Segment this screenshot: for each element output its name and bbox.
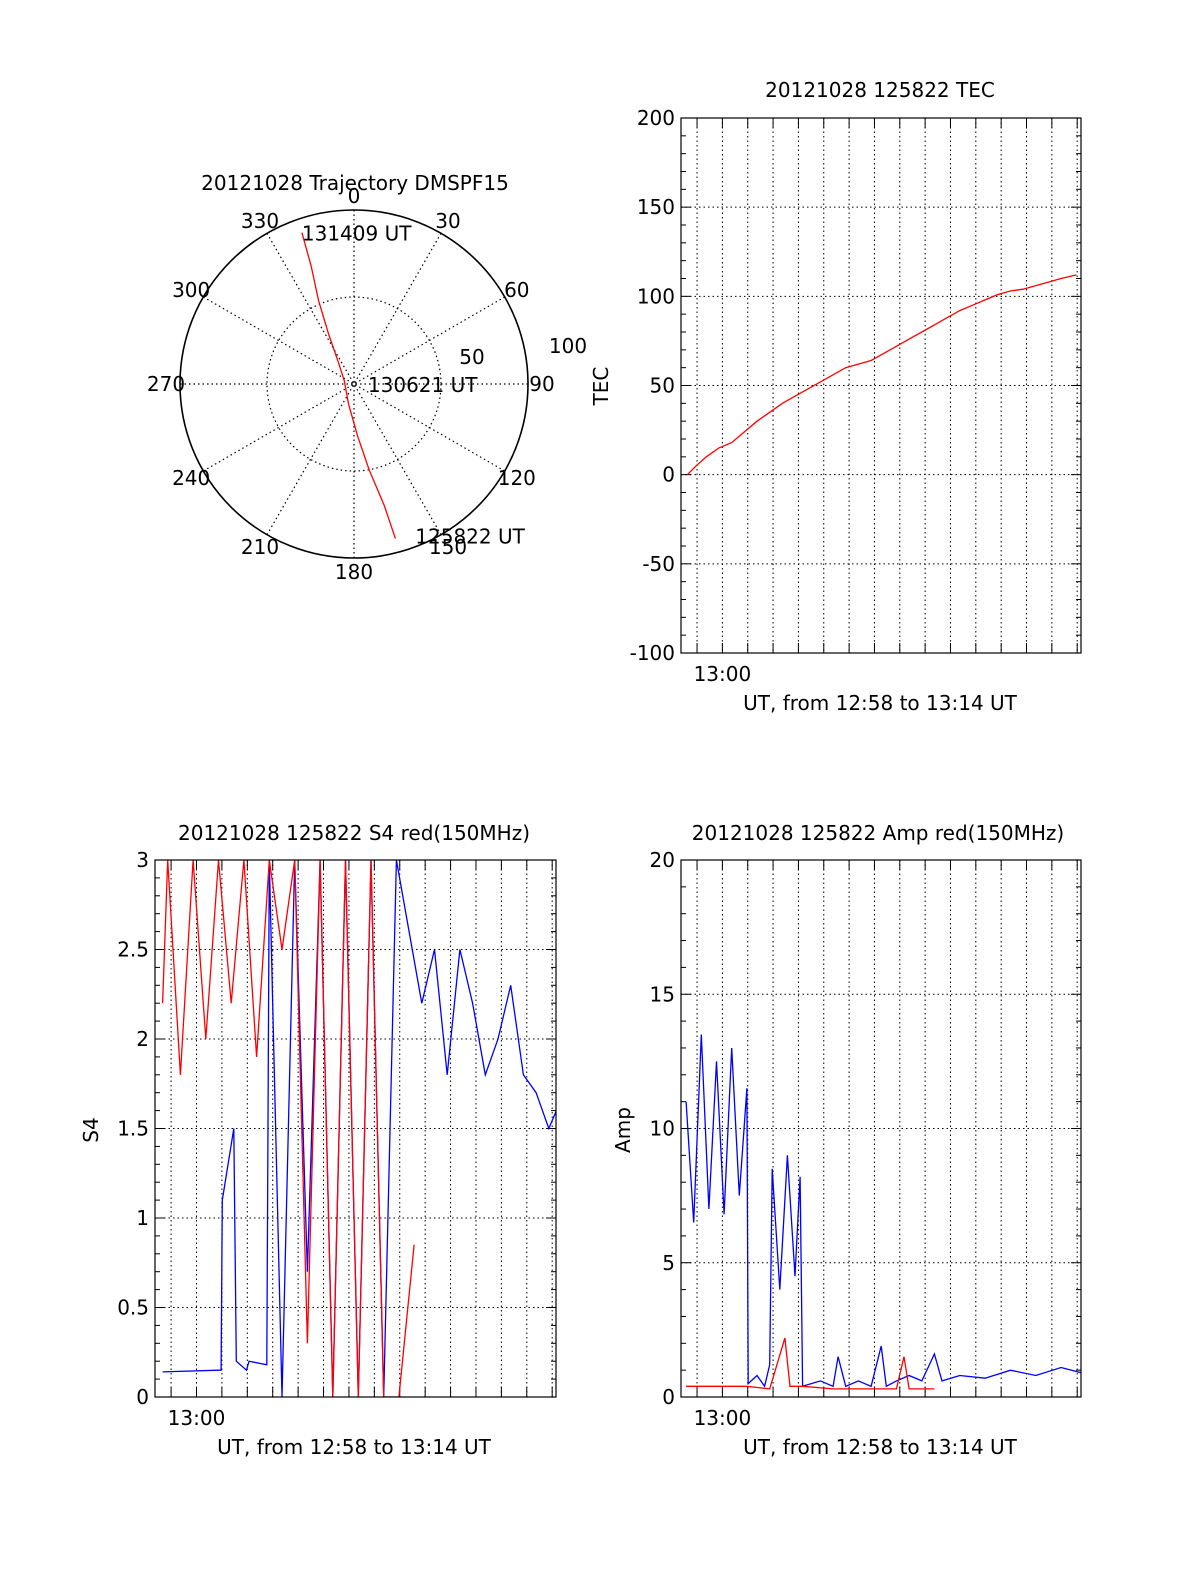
radial-label-100: 100 bbox=[549, 334, 587, 358]
azimuth-label-300: 300 bbox=[172, 278, 210, 302]
tec-panel: 20121028 125822 TEC TEC UT, from 12:58 t… bbox=[589, 78, 1082, 715]
y-tick-label: 50 bbox=[650, 374, 675, 398]
x-tick-label: 13:00 bbox=[168, 1406, 226, 1430]
amp-title: 20121028 125822 Amp red(150MHz) bbox=[692, 821, 1064, 845]
plot-grid bbox=[681, 859, 1081, 1398]
azimuth-label-150: 150 bbox=[429, 535, 467, 559]
polar-labels: 0 30 60 90 120 150 180 210 240 270 300 330 50 100 1314… bbox=[147, 184, 587, 584]
series-line bbox=[685, 1034, 1081, 1388]
amp-ylabel: Amp bbox=[611, 1107, 635, 1153]
polar-grid bbox=[179, 209, 529, 559]
y-tick-label: 0 bbox=[662, 1385, 675, 1409]
plot-frame bbox=[154, 859, 557, 1398]
trajectory-time-label: 130621 UT bbox=[368, 373, 478, 397]
azimuth-label-180: 180 bbox=[335, 560, 373, 584]
y-tick-label: -100 bbox=[630, 641, 675, 665]
tec-ylabel: TEC bbox=[589, 367, 613, 407]
plot-grid bbox=[681, 117, 1081, 654]
y-tick-label: 20 bbox=[650, 848, 675, 872]
s4-xlabel: UT, from 12:58 to 13:14 UT bbox=[217, 1435, 492, 1459]
azimuth-label-90: 90 bbox=[529, 372, 554, 396]
azimuth-label-120: 120 bbox=[498, 466, 536, 490]
y-tick-label: 5 bbox=[662, 1251, 675, 1275]
y-tick-label: 200 bbox=[637, 106, 675, 130]
plot-frame bbox=[680, 859, 1082, 1398]
series-line bbox=[162, 860, 556, 1397]
amp-panel: 20121028 125822 Amp red(150MHz) Amp UT, … bbox=[611, 821, 1082, 1459]
azimuth-label-0: 0 bbox=[348, 184, 361, 208]
y-tick-label: 15 bbox=[650, 982, 675, 1006]
trajectory-polar-panel: 20121028 Trajectory DMSPF15 0 30 60 90 120 15… bbox=[147, 171, 587, 584]
tec-title: 20121028 125822 TEC bbox=[765, 78, 995, 102]
series-line bbox=[686, 274, 1077, 476]
y-tick-label: 150 bbox=[637, 195, 675, 219]
plot-grid bbox=[155, 859, 556, 1398]
y-tick-label: 2 bbox=[136, 1027, 149, 1051]
azimuth-label-60: 60 bbox=[504, 278, 529, 302]
plot-frame bbox=[680, 117, 1082, 654]
y-tick-label: 0 bbox=[662, 463, 675, 487]
x-tick-label: 13:00 bbox=[694, 1406, 752, 1430]
trajectory-line bbox=[301, 232, 397, 539]
series-line bbox=[686, 1337, 935, 1390]
y-tick-label: 100 bbox=[637, 284, 675, 308]
series-line bbox=[161, 860, 415, 1397]
polar-series bbox=[301, 232, 397, 539]
y-tick-label: -50 bbox=[642, 552, 675, 576]
plot-series-group bbox=[686, 274, 1077, 476]
trajectory-time-label: 131409 UT bbox=[302, 222, 412, 246]
azimuth-label-330: 330 bbox=[241, 209, 279, 233]
y-tick-label: 2.5 bbox=[117, 938, 149, 962]
y-tick-label: 1 bbox=[136, 1206, 149, 1230]
azimuth-label-210: 210 bbox=[241, 535, 279, 559]
radial-label-50: 50 bbox=[459, 345, 484, 369]
y-tick-label: 1.5 bbox=[117, 1117, 149, 1141]
y-tick-label: 0 bbox=[136, 1385, 149, 1409]
azimuth-label-240: 240 bbox=[172, 466, 210, 490]
plot-series-group bbox=[161, 860, 556, 1397]
s4-title: 20121028 125822 S4 red(150MHz) bbox=[178, 821, 530, 845]
tec-xlabel: UT, from 12:58 to 13:14 UT bbox=[743, 691, 1018, 715]
x-tick-label: 13:00 bbox=[694, 662, 752, 686]
y-tick-label: 3 bbox=[136, 848, 149, 872]
s4-panel: 20121028 125822 S4 red(150MHz) S4 UT, fr… bbox=[79, 821, 557, 1459]
y-tick-label: 0.5 bbox=[117, 1296, 149, 1320]
plot-series-group bbox=[685, 1034, 1081, 1390]
azimuth-label-270: 270 bbox=[147, 372, 185, 396]
azimuth-label-30: 30 bbox=[435, 209, 460, 233]
amp-xlabel: UT, from 12:58 to 13:14 UT bbox=[743, 1435, 1018, 1459]
polar-title: 20121028 Trajectory DMSPF15 bbox=[201, 171, 509, 195]
trajectory-time-label: 125822 UT bbox=[415, 525, 525, 549]
s4-ylabel: S4 bbox=[79, 1117, 103, 1142]
y-tick-label: 10 bbox=[650, 1117, 675, 1141]
